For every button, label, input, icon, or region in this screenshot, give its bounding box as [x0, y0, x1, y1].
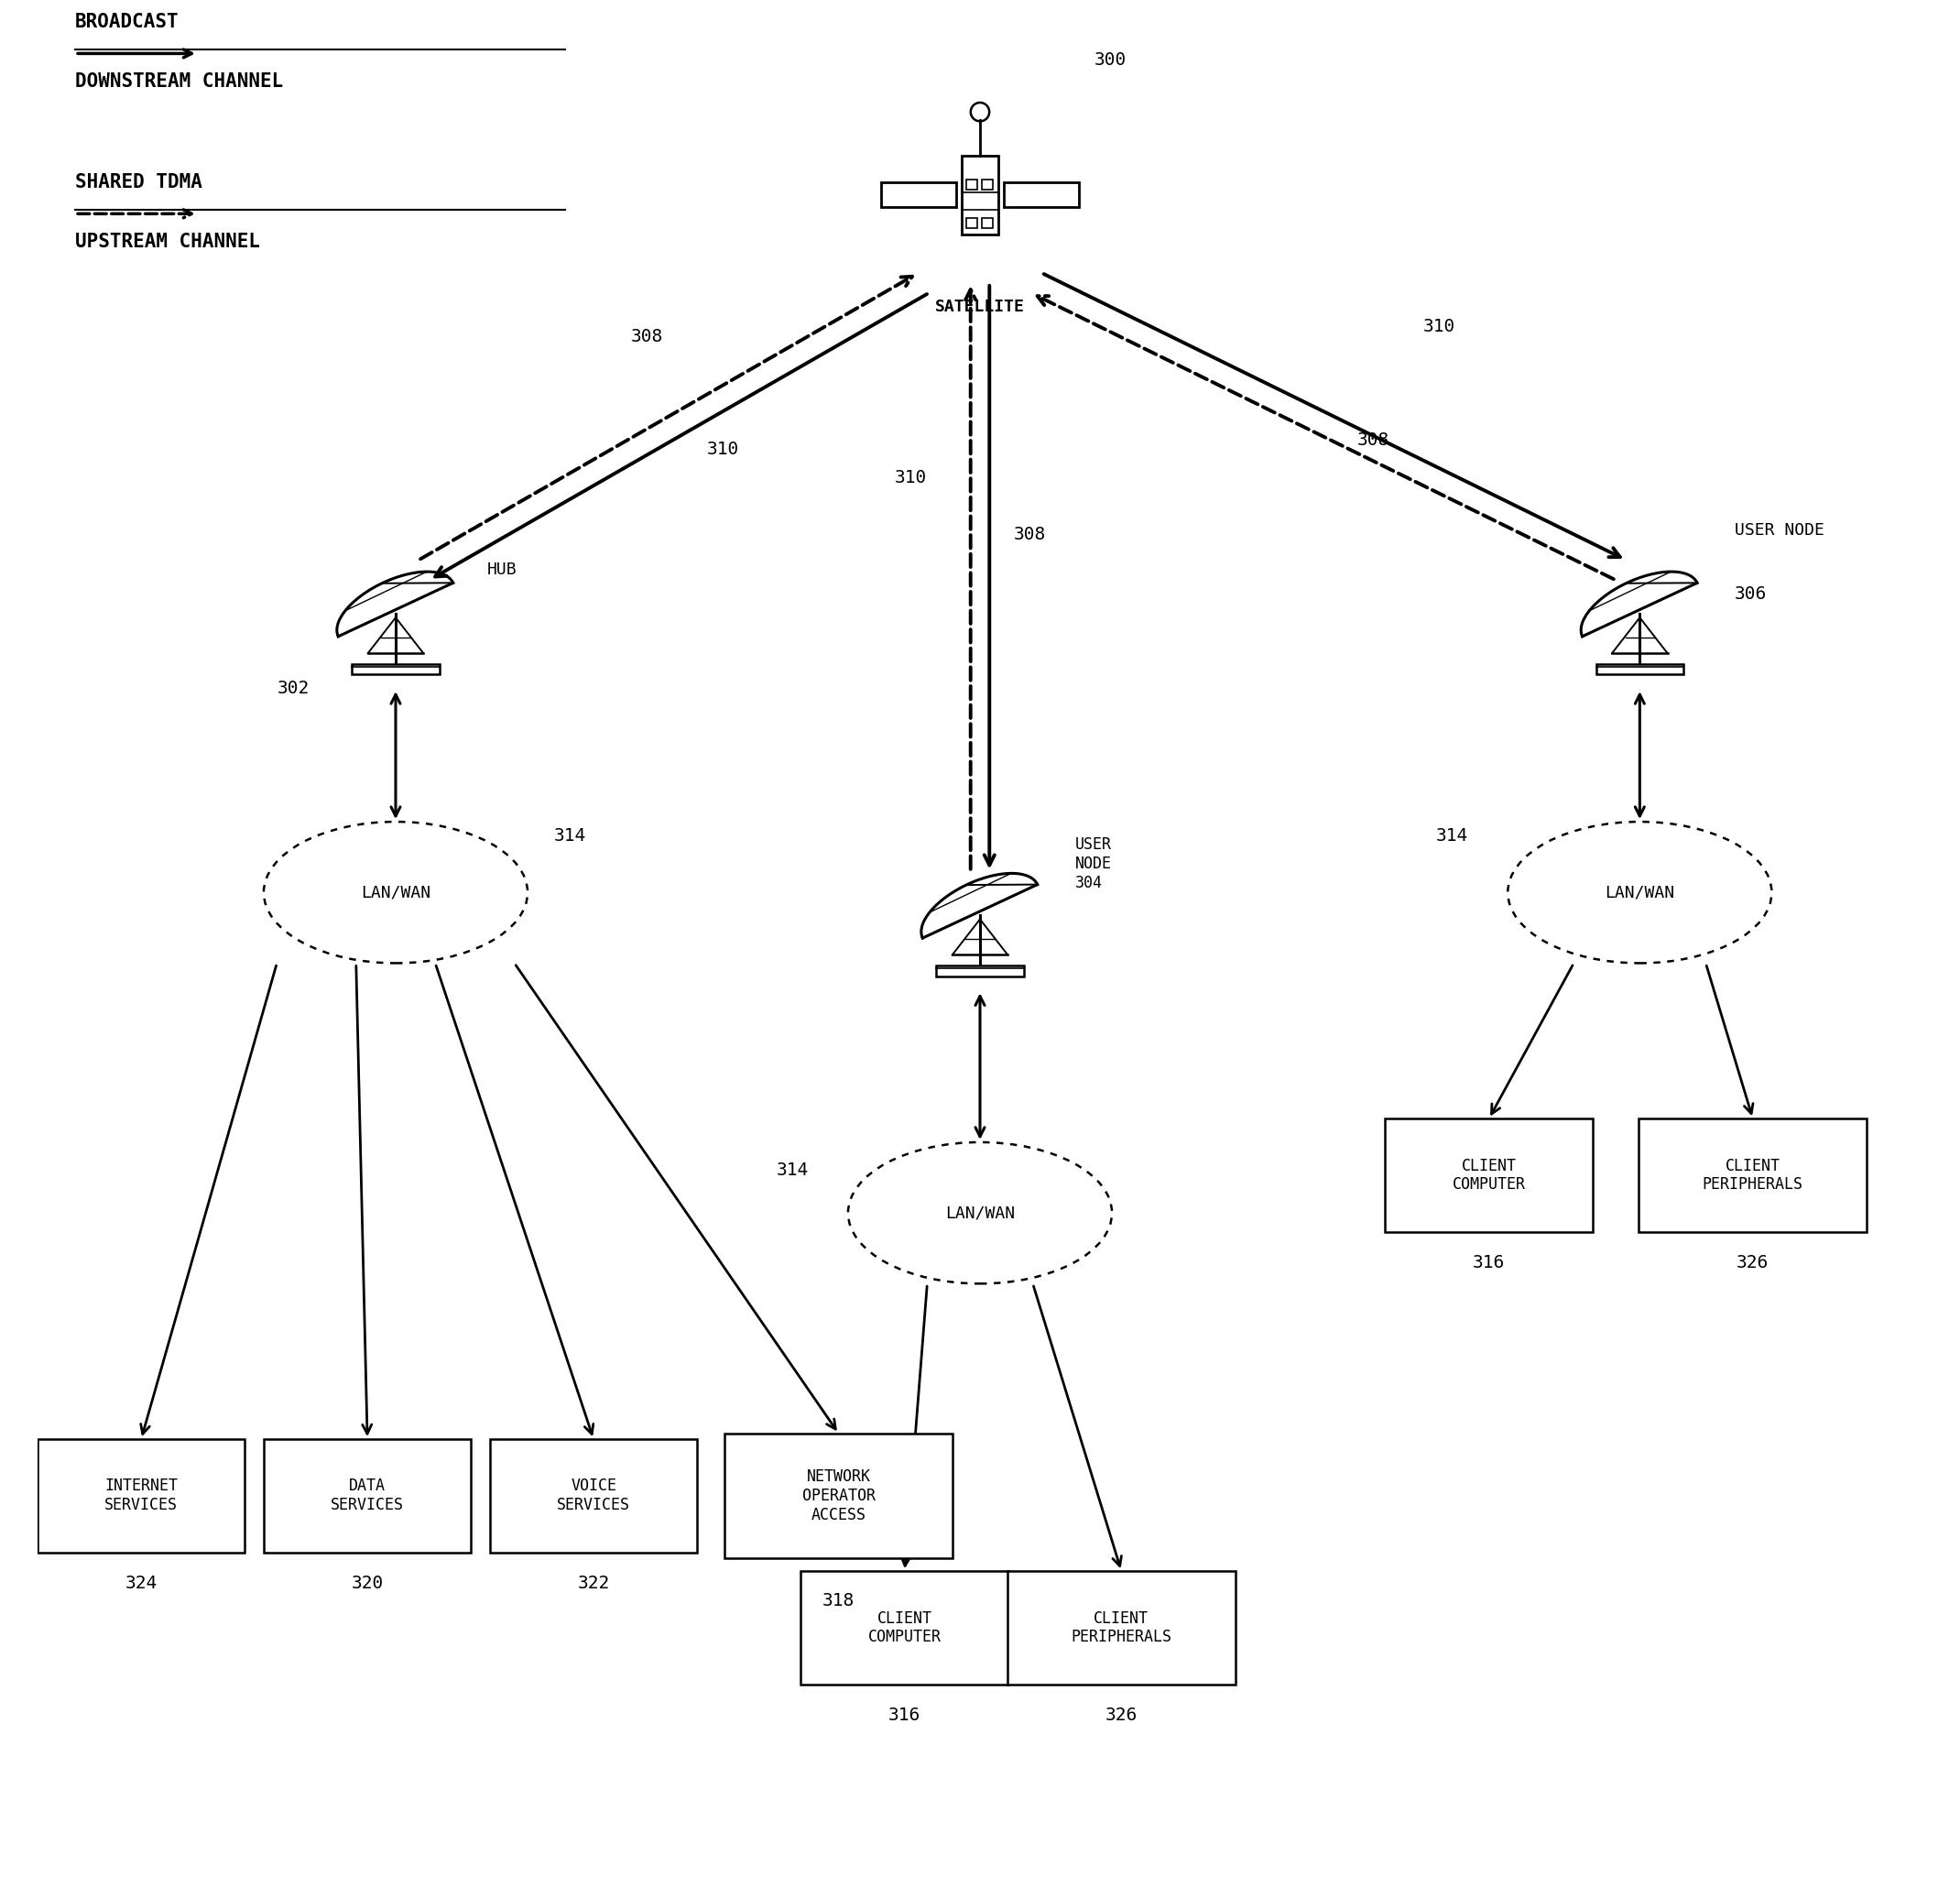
Text: 316: 316 — [888, 1706, 921, 1723]
Text: 314: 314 — [555, 828, 586, 845]
Text: 300: 300 — [1094, 51, 1127, 68]
Bar — [490, 1439, 698, 1553]
Text: 326: 326 — [1105, 1706, 1137, 1723]
Text: 308: 308 — [1356, 431, 1390, 448]
Text: HUB: HUB — [486, 562, 517, 579]
Text: CLIENT
COMPUTER: CLIENT COMPUTER — [1452, 1158, 1525, 1194]
Bar — [725, 1433, 953, 1558]
Text: 326: 326 — [1737, 1255, 1770, 1272]
Text: 308: 308 — [1013, 526, 1047, 543]
Bar — [353, 664, 439, 674]
Text: 320: 320 — [351, 1575, 384, 1592]
Text: 302: 302 — [276, 679, 310, 698]
Bar — [982, 218, 992, 228]
Bar — [937, 966, 1023, 976]
Text: DOWNSTREAM CHANNEL: DOWNSTREAM CHANNEL — [74, 72, 284, 91]
Text: BROADCAST: BROADCAST — [74, 13, 178, 30]
Bar — [960, 156, 1000, 233]
Text: 316: 316 — [1472, 1255, 1505, 1272]
Bar — [966, 218, 976, 228]
Bar — [1007, 1572, 1235, 1684]
Text: LAN/WAN: LAN/WAN — [361, 884, 431, 902]
Bar — [265, 1439, 470, 1553]
Text: LAN/WAN: LAN/WAN — [945, 1205, 1015, 1220]
Text: 314: 314 — [776, 1162, 808, 1179]
Bar — [802, 1572, 1007, 1684]
Text: NETWORK
OPERATOR
ACCESS: NETWORK OPERATOR ACCESS — [802, 1469, 876, 1522]
Text: CLIENT
PERIPHERALS: CLIENT PERIPHERALS — [1703, 1158, 1803, 1194]
Bar — [982, 178, 992, 190]
Text: UPSTREAM CHANNEL: UPSTREAM CHANNEL — [74, 233, 261, 251]
Text: SATELLITE: SATELLITE — [935, 298, 1025, 315]
Text: CLIENT
PERIPHERALS: CLIENT PERIPHERALS — [1070, 1610, 1172, 1646]
Text: 318: 318 — [823, 1592, 855, 1610]
Text: 322: 322 — [578, 1575, 610, 1592]
Text: USER
NODE
304: USER NODE 304 — [1074, 837, 1111, 890]
Text: SHARED TDMA: SHARED TDMA — [74, 173, 202, 192]
Text: 314: 314 — [1437, 828, 1468, 845]
Text: INTERNET
SERVICES: INTERNET SERVICES — [104, 1479, 178, 1513]
Text: 310: 310 — [896, 469, 927, 486]
Text: VOICE
SERVICES: VOICE SERVICES — [557, 1479, 631, 1513]
Text: 306: 306 — [1735, 585, 1768, 602]
Bar — [1595, 664, 1684, 674]
Ellipse shape — [1507, 822, 1772, 962]
Bar — [882, 182, 956, 207]
Bar — [966, 178, 976, 190]
Ellipse shape — [265, 822, 527, 962]
Bar — [1004, 182, 1078, 207]
Ellipse shape — [849, 1143, 1111, 1283]
Text: USER NODE: USER NODE — [1735, 522, 1825, 539]
Text: DATA
SERVICES: DATA SERVICES — [331, 1479, 404, 1513]
Text: LAN/WAN: LAN/WAN — [1605, 884, 1674, 902]
Text: 308: 308 — [631, 328, 664, 345]
Bar — [1639, 1118, 1866, 1232]
Bar — [1386, 1118, 1593, 1232]
Text: 324: 324 — [125, 1575, 157, 1592]
Text: CLIENT
COMPUTER: CLIENT COMPUTER — [868, 1610, 941, 1646]
Text: 310: 310 — [1423, 319, 1454, 336]
Bar — [37, 1439, 245, 1553]
Text: 310: 310 — [708, 440, 739, 457]
